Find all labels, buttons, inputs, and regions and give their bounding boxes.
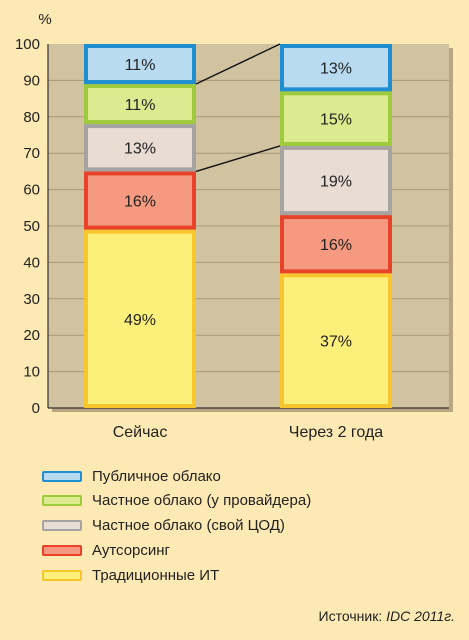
- data-label: 49%: [124, 312, 156, 329]
- source-prefix: Источник:: [318, 608, 387, 624]
- legend-label: Частное облако (у провайдера): [92, 492, 312, 510]
- y-tick-label: 90: [23, 72, 40, 89]
- data-label: 16%: [124, 194, 156, 211]
- source-text: IDC 2011г.: [386, 608, 455, 624]
- y-tick-label: 0: [32, 400, 40, 417]
- data-label: 15%: [320, 112, 352, 129]
- x-category-label: Через 2 года: [289, 424, 384, 441]
- bar-segment: [84, 84, 196, 125]
- y-tick-label: 10: [23, 364, 40, 381]
- y-tick-label: 80: [23, 109, 40, 126]
- y-tick-label: 30: [23, 291, 40, 308]
- data-label: 16%: [320, 237, 352, 254]
- legend-swatch: [42, 520, 82, 532]
- bar-segment: [280, 44, 392, 92]
- y-unit-label: %: [38, 11, 51, 28]
- legend-swatch: [42, 544, 82, 556]
- legend-label: Аутсорсинг: [92, 541, 171, 559]
- bar-segment: [280, 215, 392, 274]
- legend-item: Частное облако (у провайдера): [42, 492, 312, 510]
- legend-label: Частное облако (свой ЦОД): [92, 517, 285, 535]
- legend-item: Традиционные ИТ: [42, 566, 311, 584]
- bar-segment: [84, 229, 196, 408]
- bar-segment: [84, 44, 196, 85]
- y-tick-label: 60: [23, 182, 40, 199]
- y-tick-label: 20: [23, 327, 40, 344]
- bar-segment: [280, 145, 392, 216]
- data-label: 11%: [125, 97, 156, 114]
- legend-swatch: [42, 495, 82, 507]
- bar-segment: [84, 171, 196, 230]
- data-label: 13%: [124, 141, 156, 158]
- y-tick-label: 50: [23, 218, 40, 235]
- connector-line: [195, 145, 281, 173]
- legend-label: Традиционные ИТ: [92, 566, 220, 584]
- legend-label: Публичное облако: [92, 467, 221, 485]
- data-label: 19%: [320, 174, 352, 191]
- bar-segment: [84, 124, 196, 172]
- legend-item: Публичное облако: [42, 467, 311, 485]
- y-tick-label: 100: [15, 36, 40, 53]
- legend-swatch: [42, 569, 82, 581]
- bar-segment: [280, 91, 392, 146]
- legend-item: Аутсорсинг: [42, 541, 311, 559]
- bar-segment: [280, 273, 392, 408]
- data-label: 37%: [320, 334, 352, 351]
- legend: Публичное облако Частное облако (у провай…: [42, 468, 311, 592]
- y-tick-label: 70: [23, 145, 40, 162]
- source-note: Источник: IDC 2011г.: [319, 608, 455, 624]
- connector-line: [195, 43, 281, 85]
- data-label: 11%: [125, 57, 156, 74]
- x-category-label: Сейчас: [113, 424, 168, 441]
- legend-swatch: [42, 470, 82, 482]
- legend-item: Частное облако (свой ЦОД): [42, 517, 311, 535]
- data-label: 13%: [320, 61, 352, 78]
- y-tick-label: 40: [23, 254, 40, 271]
